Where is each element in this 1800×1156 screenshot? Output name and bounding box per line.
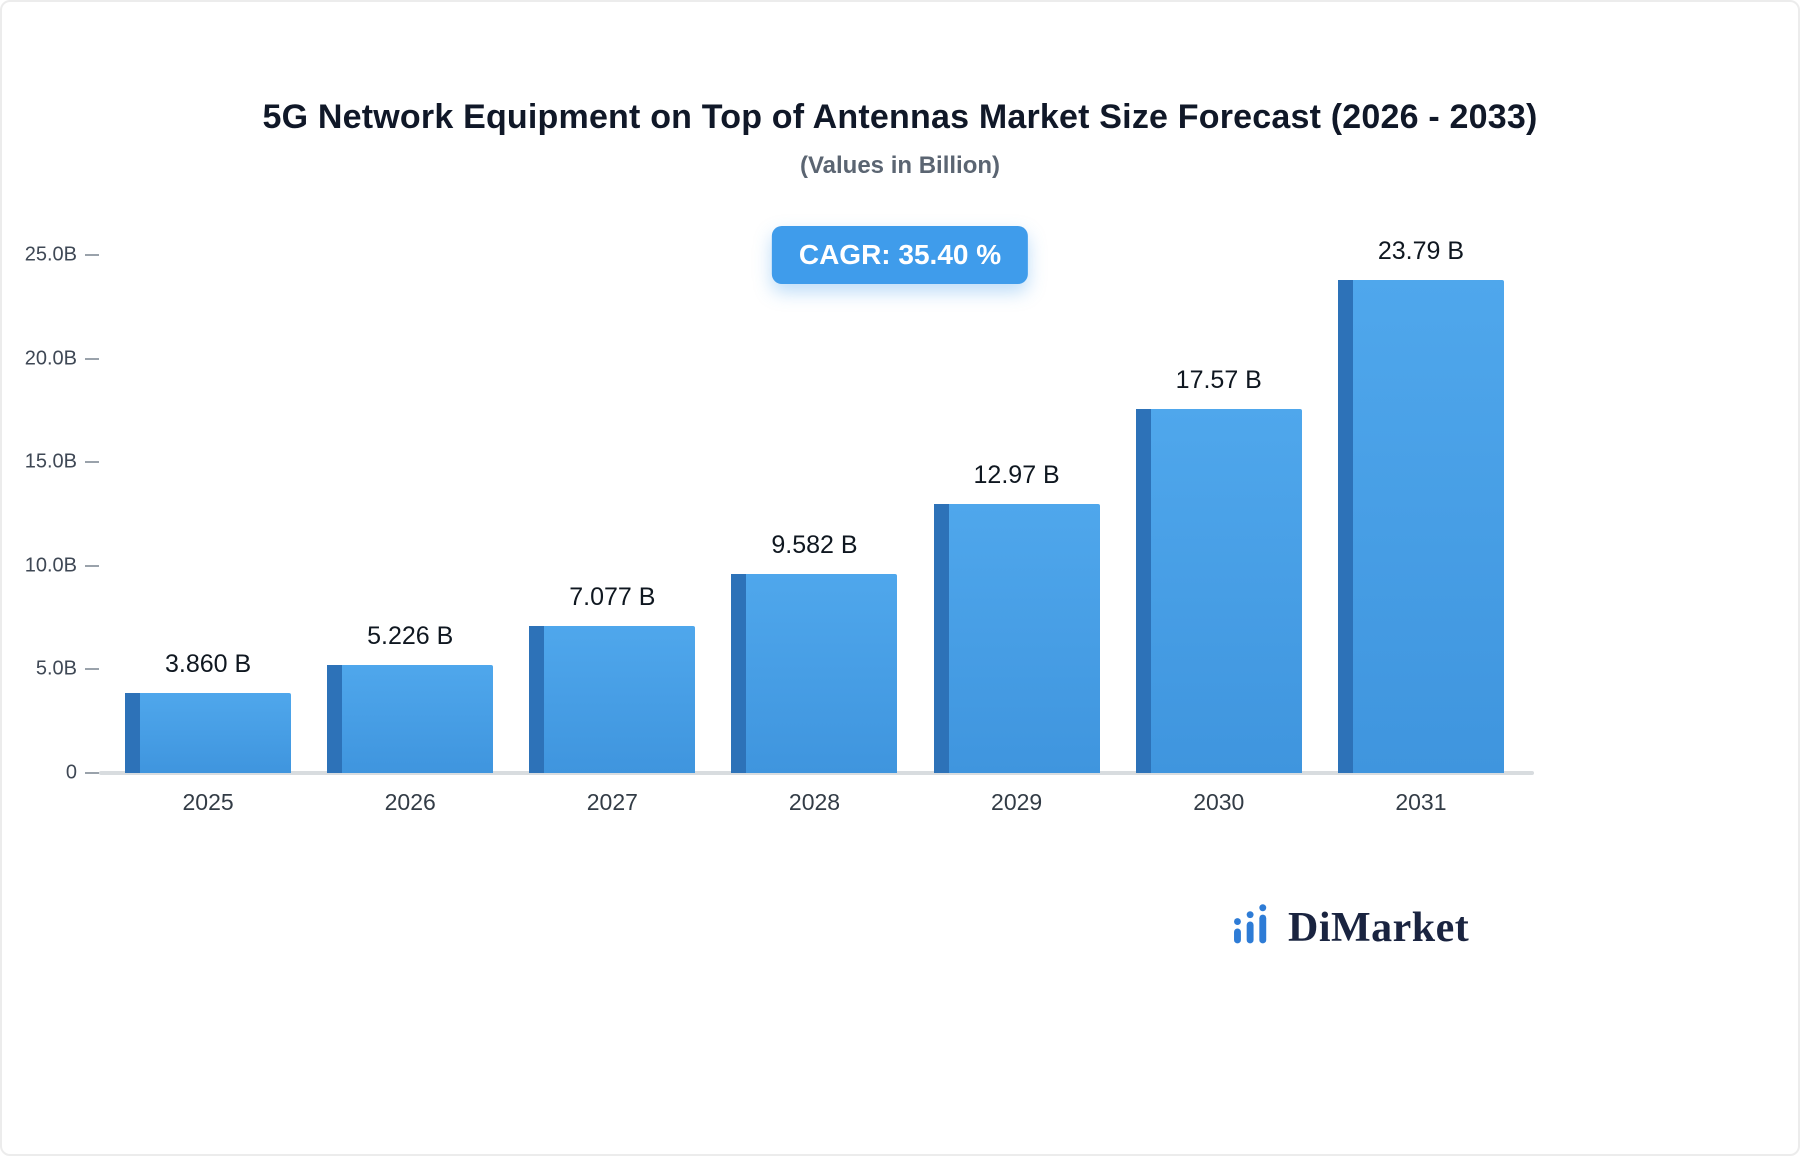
bar-2029[interactable] [933, 504, 1100, 773]
bar-slot: 17.57 B 2030 [1118, 255, 1320, 815]
bar-value-label: 23.79 B [1377, 237, 1464, 266]
bar-slot: 3.860 B 2025 [107, 255, 309, 815]
bar-2030[interactable] [1135, 408, 1302, 774]
bar-slot: 12.97 B 2029 [916, 255, 1118, 815]
bar-value-label: 7.077 B [569, 583, 656, 612]
x-axis-label: 2025 [182, 789, 234, 815]
x-axis-label: 2031 [1395, 789, 1447, 815]
brand-name: DiMarket [1288, 904, 1470, 951]
y-axis-tick-mark [85, 357, 99, 360]
y-axis-tick-label: 15.0B [24, 450, 77, 473]
x-axis-label: 2028 [788, 789, 841, 815]
bar-value-label: 3.860 B [164, 650, 252, 679]
y-axis-tick-label: 0 [65, 761, 77, 784]
y-axis-tick-label: 25.0B [24, 243, 77, 266]
chart-title: 5G Network Equipment on Top of Antennas … [262, 98, 1538, 136]
bar-2026[interactable] [327, 664, 494, 774]
bar-value-label: 9.582 B [771, 531, 858, 560]
y-axis-tick-mark [85, 461, 99, 464]
bar-value-label: 17.57 B [1175, 365, 1262, 394]
bar-value-label: 12.97 B [973, 461, 1060, 490]
x-axis-label: 2026 [384, 789, 436, 815]
y-axis-tick-mark [85, 668, 99, 671]
dimarket-logo-icon [1230, 902, 1276, 953]
x-axis-label: 2029 [991, 789, 1043, 815]
y-axis-tick-mark [85, 772, 99, 774]
bar-2025[interactable] [125, 693, 292, 773]
brand-logo: DiMarket [1230, 902, 1469, 953]
cagr-badge: CAGR: 35.40 % [771, 226, 1029, 284]
plot-area: 0 5.0B 10.0B 15.0B 20.0B 25.0B 3.860 B 2025 5.22… [25, 237, 1534, 815]
x-axis-label: 2030 [1193, 789, 1245, 815]
y-axis-tick-mark [85, 254, 99, 256]
chart-subtitle: (Values in Billion) [799, 152, 1001, 179]
bar-2028[interactable] [731, 574, 898, 773]
bar-slot: 9.582 B 2028 [713, 255, 915, 815]
bar-slot: 5.226 B 2026 [309, 255, 511, 815]
bar-slot: 23.79 B 2031 [1320, 237, 1522, 815]
bar-2027[interactable] [529, 626, 696, 773]
y-axis-tick-label: 20.0B [24, 347, 77, 370]
x-axis-label: 2027 [586, 789, 638, 815]
y-axis-tick-mark [85, 564, 99, 567]
x-axis-baseline [99, 771, 1534, 775]
bar-slot: 7.077 B 2027 [511, 255, 713, 815]
bar-value-label: 5.226 B [367, 621, 454, 650]
bar-2031[interactable] [1337, 280, 1504, 773]
y-axis-tick-label: 5.0B [35, 657, 77, 680]
y-axis-tick-label: 10.0B [24, 554, 77, 577]
